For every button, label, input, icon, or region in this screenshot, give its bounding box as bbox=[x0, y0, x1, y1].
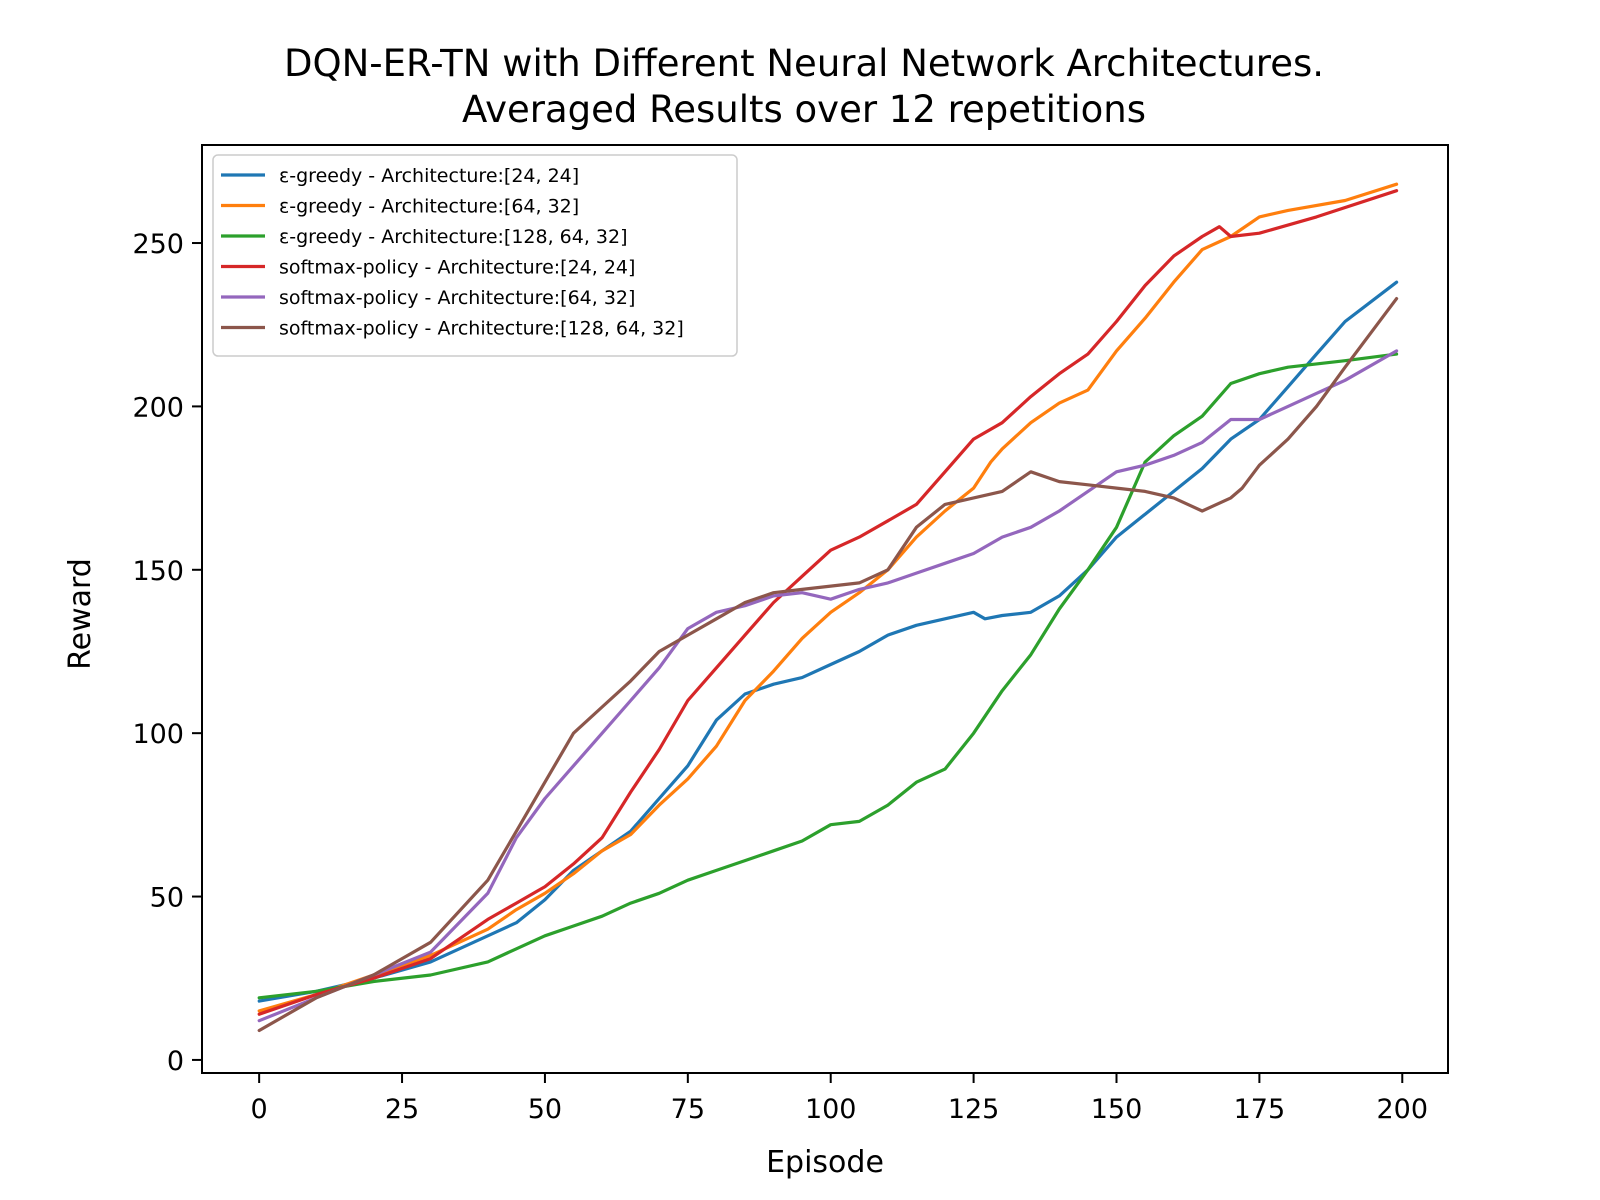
legend-entry: softmax-policy - Architecture:[24, 24] bbox=[279, 257, 635, 279]
series-line-4 bbox=[257, 189, 1399, 1016]
x-axis-label: Episode bbox=[766, 1145, 884, 1180]
plot-frame bbox=[201, 144, 1449, 1074]
series-line-6 bbox=[257, 297, 1399, 1033]
series-line-3 bbox=[257, 352, 1399, 1000]
x-tick-label: 75 bbox=[671, 1094, 705, 1125]
x-tick-label: 150 bbox=[1091, 1094, 1143, 1125]
y-tick-label: 50 bbox=[150, 883, 184, 914]
series-layer bbox=[257, 182, 1399, 1033]
x-tick-label: 100 bbox=[805, 1094, 857, 1125]
legend: ε-greedy - Architecture:[24, 24] ε-greedy… bbox=[212, 154, 738, 357]
y-tick-label: 100 bbox=[132, 719, 184, 750]
y-tick-label: 250 bbox=[132, 229, 184, 260]
x-axis-ticks: 0 25 50 75 100 125 150 175 200 bbox=[251, 1073, 1428, 1125]
legend-entry: ε-greedy - Architecture:[64, 32] bbox=[279, 196, 579, 218]
x-tick-label: 0 bbox=[251, 1094, 268, 1125]
x-tick-label: 175 bbox=[1234, 1094, 1286, 1125]
y-axis-label: Reward bbox=[63, 558, 98, 670]
x-tick-label: 50 bbox=[528, 1094, 562, 1125]
series-line-5 bbox=[257, 349, 1399, 1023]
x-tick-label: 200 bbox=[1377, 1094, 1429, 1125]
chart-title: DQN-ER-TN with Different Neural Network … bbox=[284, 42, 1324, 85]
y-tick-label: 200 bbox=[132, 392, 184, 423]
legend-entry: softmax-policy - Architecture:[128, 64, … bbox=[279, 318, 684, 340]
x-tick-label: 25 bbox=[385, 1094, 419, 1125]
legend-entry: ε-greedy - Architecture:[128, 64, 32] bbox=[279, 226, 628, 248]
legend-entry: ε-greedy - Architecture:[24, 24] bbox=[279, 165, 579, 187]
y-tick-label: 0 bbox=[167, 1046, 184, 1077]
series-line-2 bbox=[257, 182, 1399, 1013]
chart-subtitle: Averaged Results over 12 repetitions bbox=[462, 88, 1146, 131]
legend-box bbox=[212, 154, 738, 357]
y-tick-label: 150 bbox=[132, 556, 184, 587]
x-tick-label: 125 bbox=[948, 1094, 1000, 1125]
y-axis-ticks: 0 50 100 150 200 250 bbox=[132, 229, 202, 1077]
legend-entry: softmax-policy - Architecture:[64, 32] bbox=[279, 287, 635, 309]
series-line-1 bbox=[257, 280, 1399, 1003]
